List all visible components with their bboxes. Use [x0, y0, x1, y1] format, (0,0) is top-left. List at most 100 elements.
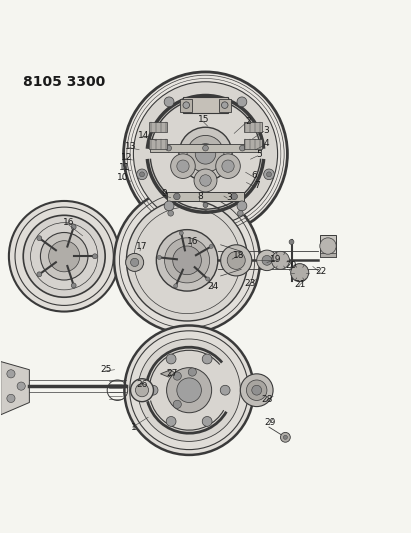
Text: 21: 21: [294, 280, 305, 289]
Bar: [166, 192, 245, 201]
Text: 12: 12: [121, 153, 132, 162]
Text: 15: 15: [198, 115, 209, 124]
Circle shape: [202, 416, 212, 426]
Circle shape: [240, 374, 273, 407]
Circle shape: [266, 172, 271, 177]
Text: 8: 8: [198, 191, 203, 200]
Circle shape: [173, 372, 181, 380]
Circle shape: [148, 385, 158, 395]
Circle shape: [257, 250, 277, 271]
Circle shape: [174, 284, 178, 288]
Circle shape: [138, 339, 240, 441]
Circle shape: [262, 255, 272, 265]
Text: 2: 2: [246, 117, 251, 126]
Circle shape: [203, 203, 208, 207]
Circle shape: [222, 102, 228, 108]
Circle shape: [166, 416, 176, 426]
Text: 26: 26: [136, 380, 148, 389]
Text: 11: 11: [119, 163, 130, 172]
Circle shape: [222, 160, 234, 172]
Circle shape: [114, 188, 260, 333]
Text: 19: 19: [270, 255, 282, 264]
Circle shape: [247, 380, 267, 400]
Circle shape: [9, 201, 120, 312]
Circle shape: [164, 97, 174, 107]
Text: 5: 5: [256, 150, 262, 159]
Circle shape: [209, 245, 213, 248]
Circle shape: [131, 259, 139, 266]
Circle shape: [280, 432, 290, 442]
Circle shape: [238, 211, 243, 216]
Circle shape: [173, 193, 180, 200]
Circle shape: [203, 146, 208, 151]
Text: 7: 7: [254, 181, 260, 190]
Circle shape: [231, 193, 238, 200]
Circle shape: [252, 385, 262, 395]
Text: 8105 3300: 8105 3300: [23, 75, 106, 89]
Circle shape: [166, 354, 176, 364]
Bar: [149, 122, 167, 132]
Circle shape: [125, 326, 254, 455]
Circle shape: [291, 264, 309, 281]
Circle shape: [37, 272, 42, 277]
Circle shape: [134, 82, 277, 226]
Circle shape: [124, 72, 287, 236]
Bar: [180, 99, 192, 112]
Circle shape: [92, 254, 97, 259]
Text: 29: 29: [265, 418, 276, 427]
Circle shape: [17, 382, 25, 390]
Text: 16: 16: [187, 237, 198, 246]
Text: 9: 9: [162, 190, 167, 198]
Circle shape: [216, 154, 240, 179]
Circle shape: [320, 238, 336, 254]
Bar: [219, 99, 231, 112]
Circle shape: [194, 169, 217, 192]
Circle shape: [156, 230, 218, 291]
Circle shape: [221, 245, 252, 276]
Circle shape: [71, 283, 76, 288]
Text: 28: 28: [261, 395, 272, 404]
Circle shape: [127, 200, 248, 321]
Text: 20: 20: [286, 261, 297, 270]
Circle shape: [164, 201, 174, 211]
Circle shape: [7, 370, 15, 378]
Circle shape: [240, 146, 245, 151]
Text: 18: 18: [233, 251, 245, 260]
Circle shape: [126, 253, 144, 271]
Circle shape: [179, 127, 232, 181]
Bar: [183, 98, 228, 113]
Polygon shape: [160, 370, 175, 377]
Circle shape: [237, 97, 247, 107]
Circle shape: [195, 143, 216, 164]
Text: 27: 27: [166, 369, 178, 378]
Bar: [320, 253, 336, 257]
Text: 13: 13: [125, 142, 137, 151]
Circle shape: [48, 241, 80, 272]
Text: 14: 14: [138, 131, 149, 140]
Circle shape: [171, 154, 195, 179]
Circle shape: [289, 239, 294, 245]
Circle shape: [173, 246, 201, 274]
Circle shape: [177, 378, 201, 402]
Circle shape: [183, 102, 189, 108]
Circle shape: [202, 354, 212, 364]
Circle shape: [164, 238, 210, 283]
Circle shape: [173, 400, 181, 408]
Text: 1: 1: [131, 423, 137, 432]
Circle shape: [206, 277, 210, 281]
Text: 22: 22: [315, 267, 327, 276]
Bar: [320, 235, 336, 257]
Circle shape: [179, 231, 183, 235]
Circle shape: [166, 368, 212, 413]
Circle shape: [7, 394, 15, 402]
Text: 4: 4: [263, 139, 269, 148]
Circle shape: [137, 169, 147, 180]
Bar: [150, 144, 261, 152]
Circle shape: [237, 201, 247, 211]
Circle shape: [136, 384, 148, 397]
Text: 16: 16: [62, 218, 74, 227]
Circle shape: [177, 160, 189, 172]
Circle shape: [220, 385, 230, 395]
Circle shape: [188, 368, 196, 376]
Text: 6: 6: [251, 171, 257, 180]
